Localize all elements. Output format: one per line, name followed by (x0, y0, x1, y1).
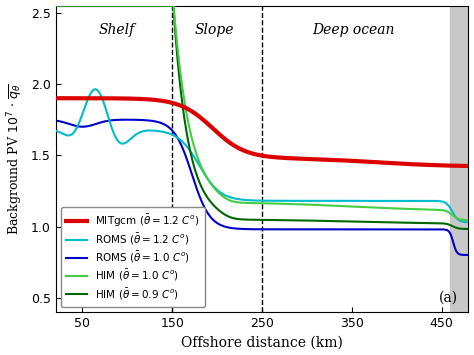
X-axis label: Offshore distance (km): Offshore distance (km) (181, 335, 343, 349)
Y-axis label: Background PV $10^7$ $\cdot$ $\overline{q_\theta}$: Background PV $10^7$ $\cdot$ $\overline{… (6, 83, 25, 235)
Legend: MITgcm ($\bar{\theta} = 1.2\ C^o$), ROMS ($\bar{\theta} = 1.2\ C^o$), ROMS ($\ba: MITgcm ($\bar{\theta} = 1.2\ C^o$), ROMS… (61, 207, 205, 307)
Text: Deep ocean: Deep ocean (312, 23, 395, 37)
Text: Shelf: Shelf (99, 23, 135, 37)
Bar (450, 6, 468, 312)
Text: (a): (a) (438, 291, 458, 305)
Text: Slope: Slope (195, 23, 234, 37)
